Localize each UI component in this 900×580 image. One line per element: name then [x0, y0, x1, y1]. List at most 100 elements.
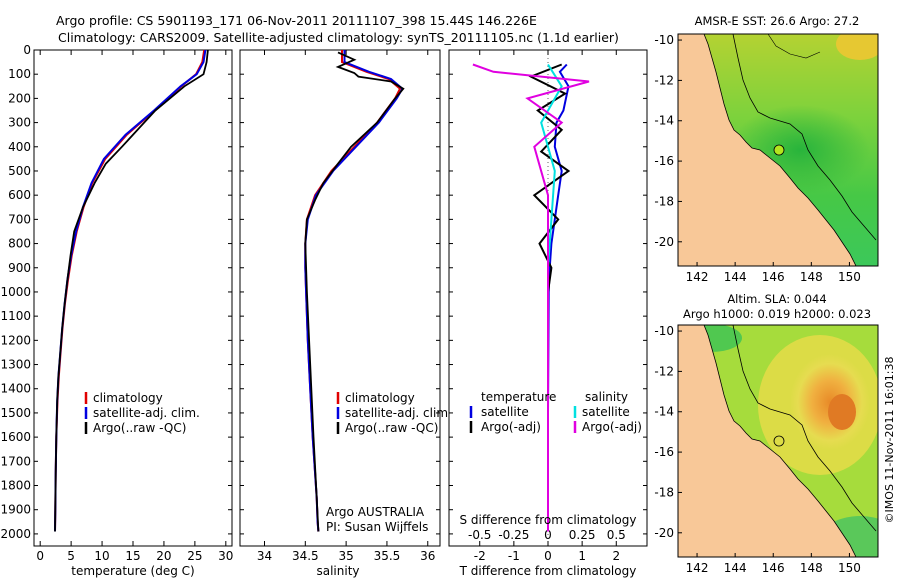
legend-satellite-label: satellite-adj. clim.: [345, 406, 452, 420]
map-lat-label: -12: [654, 364, 674, 378]
sla-map-title-line2: Argo h1000: 0.019 h2000: 0.023: [683, 307, 871, 321]
s-tick-label: -0.25: [498, 528, 529, 542]
map-lon-label: 150: [838, 270, 861, 284]
series-temperature-argo-adj-: [528, 63, 571, 532]
x-tick-label: -1: [508, 549, 520, 563]
sst-isobath: [732, 34, 877, 241]
x-tick-label: 15: [125, 549, 140, 563]
map-lat-label: -12: [654, 73, 674, 87]
difference-panel: -2 -1 0 1 2 -0.5 -0.25 0 0.25 0.5 T difference f…: [448, 49, 648, 578]
depth-tick-label: 1500: [0, 406, 31, 420]
sst-argo-marker: [773, 144, 785, 156]
depth-tick-label: 700: [8, 212, 31, 226]
s-tick-label: 0.5: [607, 528, 626, 542]
depth-tick-label: 0: [23, 43, 31, 57]
depth-tick-label: 1200: [0, 333, 31, 347]
depth-tick-label: 1700: [0, 454, 31, 468]
sst-map: AMSR-E SST: 26.6 Argo: 27.2: [654, 14, 879, 284]
series-salinity-argo-adj-: [472, 63, 590, 532]
legend-t-argo-label: Argo(-adj): [481, 420, 541, 434]
x-tick-label: 0: [544, 549, 552, 563]
depth-tick-label: 100: [8, 67, 31, 81]
depth-tick-label: 800: [8, 237, 31, 251]
x-tick-label: 34.5: [292, 549, 319, 563]
map-lat-label: -14: [654, 405, 674, 419]
figure-title-line1: Argo profile: CS 5901193_171 06-Nov-2011…: [56, 13, 537, 28]
legend-s-satellite-label: satellite: [582, 405, 630, 419]
map-lon-label: 146: [762, 270, 785, 284]
difference-lines: [472, 63, 590, 532]
map-lon-label: 142: [686, 561, 709, 575]
depth-tick-label: 1000: [0, 285, 31, 299]
depth-tick-label: 1100: [0, 309, 31, 323]
map-lat-label: -18: [654, 485, 674, 499]
x-tick-label: 1: [578, 549, 586, 563]
sla-argo-marker: [773, 435, 785, 447]
depth-tick-label: 900: [8, 261, 31, 275]
t-difference-xlabel: T difference from climatology: [459, 564, 637, 578]
depth-tick-label: 200: [8, 91, 31, 105]
salinity-axis: 34 34.5 35 35.5 36: [257, 50, 435, 563]
temperature-lines: [54, 49, 209, 532]
legend-salinity-heading: salinity: [585, 390, 628, 404]
x-tick-label: 30: [218, 549, 233, 563]
map-lon-label: 142: [686, 270, 709, 284]
sla-map-title-line1: Altim. SLA: 0.044: [727, 292, 826, 306]
salinity-panel: 34 34.5 35 35.5 36 salinity climatology sate…: [239, 49, 452, 578]
sla-warm-eddy-core: [828, 394, 856, 430]
legend-climatology-label: climatology: [345, 391, 415, 405]
map-lon-label: 150: [838, 561, 861, 575]
sst-isobath-2: [767, 34, 821, 59]
sla-coastline-land: [678, 325, 857, 557]
x-tick-label: 0: [36, 549, 44, 563]
depth-tick-label: 1300: [0, 358, 31, 372]
imos-credit: ©IMOS 11-Nov-2011 16:01:38: [883, 357, 896, 524]
map-lon-label: 144: [724, 561, 747, 575]
legend-t-satellite-label: satellite: [481, 405, 529, 419]
map-lon-label: 146: [762, 561, 785, 575]
map-lon-label: 148: [800, 561, 823, 575]
map-lat-label: -16: [654, 154, 674, 168]
series-argo-raw-qc-: [54, 49, 209, 532]
x-tick-label: 35: [338, 549, 353, 563]
legend-climatology-label: climatology: [93, 391, 163, 405]
map-lon-label: 144: [724, 270, 747, 284]
map-lat-label: -18: [654, 194, 674, 208]
source-program: Argo AUSTRALIA: [326, 505, 425, 519]
map-lat-label: -20: [654, 526, 674, 540]
map-lon-label: 148: [800, 270, 823, 284]
s-difference-xlabel: S difference from climatology: [460, 513, 637, 527]
depth-tick-label: 1400: [0, 382, 31, 396]
figure-title-line2: Climatology: CARS2009. Satellite-adjuste…: [58, 30, 619, 45]
temperature-xlabel: temperature (deg C): [71, 564, 194, 578]
sst-map-title: AMSR-E SST: 26.6 Argo: 27.2: [695, 14, 860, 28]
depth-tick-label: 400: [8, 140, 31, 154]
depth-tick-label: 500: [8, 164, 31, 178]
source-pi: PI: Susan Wijffels: [326, 520, 428, 534]
legend-satellite-label: satellite-adj. clim.: [93, 406, 200, 420]
x-tick-label: -2: [474, 549, 486, 563]
x-tick-label: 5: [67, 549, 75, 563]
sla-isobath: [732, 325, 877, 532]
legend-temperature-heading: temperature: [481, 390, 556, 404]
salinity-lines: [304, 50, 405, 532]
temperature-axis: 0 5 10 15 20 25 30: [36, 50, 233, 563]
temperature-legend: climatology satellite-adj. clim. Argo(..…: [84, 391, 200, 435]
x-tick-label: 20: [156, 549, 171, 563]
sst-warm-patch: [836, 34, 878, 60]
sst-map-axes: 142 144 146 148 150 -10 -12 -14 -16 -18 -20: [654, 33, 860, 284]
series-argo-raw-qc-: [304, 51, 405, 532]
depth-tick-label: 300: [8, 116, 31, 130]
difference-depth-ticks: [449, 49, 647, 535]
temperature-panel: 0100200300400500600700800900100011001200…: [0, 43, 233, 578]
map-lat-label: -20: [654, 235, 674, 249]
x-tick-label: 10: [94, 549, 109, 563]
sla-map-axes: 142 144 146 148 150 -10 -12 -14 -16 -18 -20: [654, 324, 860, 575]
map-lat-label: -10: [654, 33, 674, 47]
legend-argo-label: Argo(..raw -QC): [345, 421, 438, 435]
sla-map: Altim. SLA: 0.044 Argo h1000: 0.019 h200…: [654, 292, 879, 575]
x-tick-label: 35.5: [374, 549, 401, 563]
t-difference-axis: -2 -1 0 1 2: [474, 50, 620, 563]
